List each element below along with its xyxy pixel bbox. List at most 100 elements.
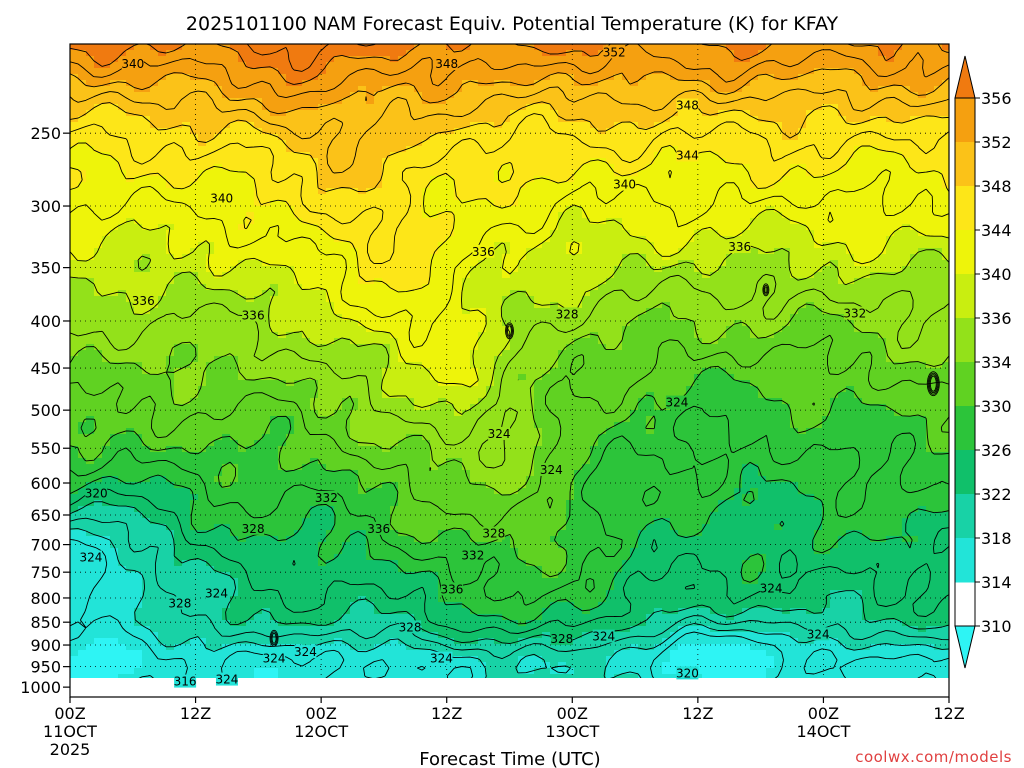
field-cell xyxy=(902,116,911,123)
field-cell xyxy=(222,206,231,213)
field-cell xyxy=(870,230,879,237)
field-cell xyxy=(446,200,455,207)
field-cell xyxy=(582,176,591,183)
field-cell xyxy=(166,56,175,63)
field-cell xyxy=(478,116,487,123)
field-cell xyxy=(782,116,791,123)
field-cell xyxy=(222,188,231,195)
field-cell xyxy=(910,188,919,195)
field-cell xyxy=(198,260,207,267)
field-cell xyxy=(406,164,415,171)
field-cell xyxy=(558,86,567,93)
field-cell xyxy=(446,140,455,147)
field-cell xyxy=(502,86,511,93)
field-cell xyxy=(662,152,671,159)
field-cell xyxy=(686,134,695,141)
field-cell xyxy=(422,230,431,237)
field-cell xyxy=(918,128,927,135)
field-cell xyxy=(318,230,327,237)
field-cell xyxy=(182,302,191,309)
field-cell xyxy=(366,44,375,51)
field-cell xyxy=(94,200,103,207)
field-cell xyxy=(526,236,535,243)
field-cell xyxy=(270,224,279,231)
field-cell xyxy=(878,80,887,87)
field-cell xyxy=(166,194,175,201)
field-cell xyxy=(238,50,247,57)
field-cell xyxy=(526,164,535,171)
field-cell xyxy=(166,224,175,231)
field-cell xyxy=(230,212,239,219)
field-cell xyxy=(438,128,447,135)
field-cell xyxy=(910,224,919,231)
field-cell xyxy=(254,248,263,255)
field-cell xyxy=(654,80,663,87)
field-cell xyxy=(694,170,703,177)
field-cell xyxy=(854,44,863,51)
field-cell xyxy=(110,146,119,153)
field-cell xyxy=(286,188,295,195)
field-cell xyxy=(158,158,167,165)
field-cell xyxy=(590,140,599,147)
field-cell xyxy=(438,80,447,87)
field-cell xyxy=(582,134,591,141)
field-cell xyxy=(454,248,463,255)
field-cell xyxy=(110,284,119,291)
field-cell xyxy=(278,92,287,99)
field-cell xyxy=(590,194,599,201)
field-cell xyxy=(158,86,167,93)
field-cell xyxy=(446,110,455,117)
field-cell xyxy=(382,92,391,99)
field-cell xyxy=(862,104,871,111)
field-cell xyxy=(518,242,527,249)
field-cell xyxy=(766,44,775,51)
field-cell xyxy=(598,122,607,129)
field-cell xyxy=(934,98,943,105)
field-cell xyxy=(886,80,895,87)
field-cell xyxy=(542,248,551,255)
field-cell xyxy=(758,212,767,219)
field-cell xyxy=(462,224,471,231)
field-cell xyxy=(486,236,495,243)
field-cell xyxy=(174,56,183,63)
field-cell xyxy=(334,152,343,159)
field-cell xyxy=(662,74,671,81)
field-cell xyxy=(430,80,439,87)
field-cell xyxy=(582,242,591,249)
field-cell xyxy=(806,170,815,177)
field-cell xyxy=(118,134,127,141)
field-cell xyxy=(590,290,599,297)
field-cell xyxy=(182,146,191,153)
field-cell xyxy=(646,50,655,57)
field-cell xyxy=(150,188,159,195)
field-cell xyxy=(558,122,567,129)
field-cell xyxy=(718,86,727,93)
field-cell xyxy=(478,284,487,291)
field-cell xyxy=(278,206,287,213)
field-cell xyxy=(94,80,103,87)
field-cell xyxy=(838,158,847,165)
field-cell xyxy=(422,266,431,273)
field-cell xyxy=(774,308,783,315)
field-cell xyxy=(102,248,111,255)
field-cell xyxy=(662,284,671,291)
field-cell xyxy=(566,284,575,291)
field-cell xyxy=(398,134,407,141)
field-cell xyxy=(70,98,79,105)
field-cell xyxy=(182,308,191,315)
field-cell xyxy=(238,218,247,225)
field-cell xyxy=(438,146,447,153)
field-cell xyxy=(798,182,807,189)
field-cell xyxy=(902,194,911,201)
field-cell xyxy=(870,44,879,51)
field-cell xyxy=(230,152,239,159)
field-cell xyxy=(110,68,119,75)
field-cell xyxy=(342,170,351,177)
field-cell xyxy=(614,302,623,309)
field-cell xyxy=(934,302,943,309)
field-cell xyxy=(718,248,727,255)
field-cell xyxy=(926,128,935,135)
field-cell xyxy=(134,284,143,291)
field-cell xyxy=(198,140,207,147)
field-cell xyxy=(454,236,463,243)
